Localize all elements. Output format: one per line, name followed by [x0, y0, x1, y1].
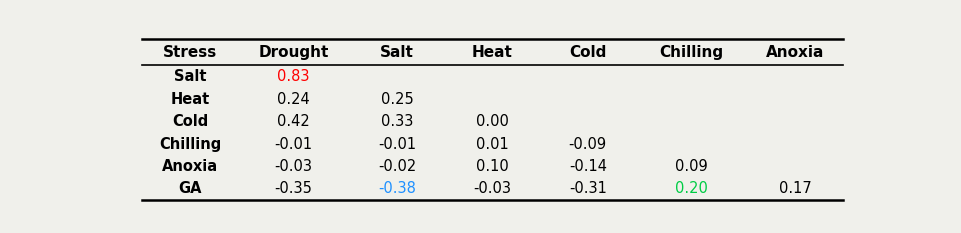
Text: 0.17: 0.17 [778, 182, 811, 196]
Text: -0.31: -0.31 [569, 182, 606, 196]
Text: GA: GA [179, 182, 202, 196]
Text: 0.25: 0.25 [381, 92, 413, 106]
Text: Chilling: Chilling [159, 137, 221, 151]
Text: 0.01: 0.01 [476, 137, 509, 151]
Text: -0.03: -0.03 [474, 182, 511, 196]
Text: Anoxia: Anoxia [766, 45, 825, 60]
Text: 0.24: 0.24 [278, 92, 310, 106]
Text: -0.38: -0.38 [379, 182, 416, 196]
Text: -0.14: -0.14 [569, 159, 606, 174]
Text: Drought: Drought [259, 45, 329, 60]
Text: Cold: Cold [172, 114, 209, 129]
Text: Cold: Cold [569, 45, 606, 60]
Text: 0.83: 0.83 [278, 69, 309, 84]
Text: -0.02: -0.02 [378, 159, 416, 174]
Text: -0.09: -0.09 [569, 137, 606, 151]
Text: 0.10: 0.10 [476, 159, 509, 174]
Text: 0.20: 0.20 [675, 182, 708, 196]
Text: Stress: Stress [163, 45, 217, 60]
Text: Heat: Heat [472, 45, 513, 60]
Text: 0.09: 0.09 [675, 159, 707, 174]
Text: -0.35: -0.35 [275, 182, 312, 196]
Text: 0.33: 0.33 [382, 114, 413, 129]
Text: -0.01: -0.01 [275, 137, 312, 151]
Text: Salt: Salt [174, 69, 207, 84]
Text: Chilling: Chilling [659, 45, 724, 60]
Text: Salt: Salt [381, 45, 414, 60]
Text: 0.42: 0.42 [278, 114, 310, 129]
Text: -0.03: -0.03 [275, 159, 312, 174]
Text: -0.01: -0.01 [379, 137, 416, 151]
Text: Anoxia: Anoxia [162, 159, 218, 174]
Text: 0.00: 0.00 [476, 114, 509, 129]
Text: Heat: Heat [170, 92, 209, 106]
